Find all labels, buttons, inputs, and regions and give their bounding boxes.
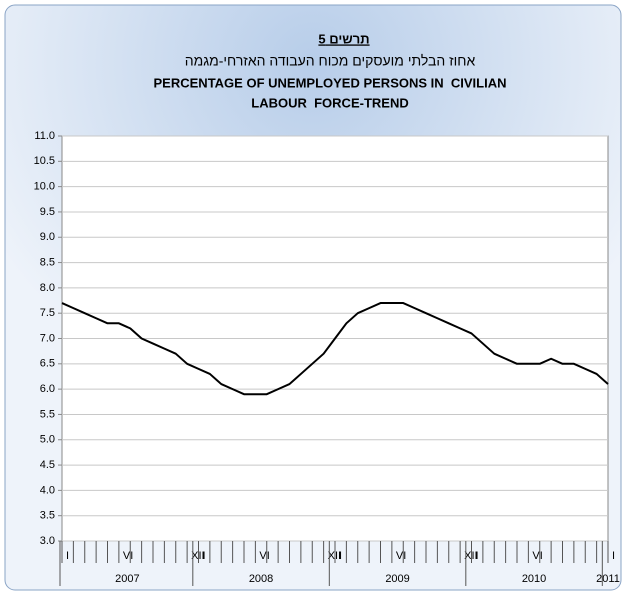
x-tick-label: I <box>66 550 69 562</box>
line <box>61 302 609 396</box>
chart-title: PERCENTAGE OF UNEMPLOYED PERSONS IN CIVI… <box>154 75 507 90</box>
y-tick-label: 8.0 <box>40 282 55 294</box>
y-tick-label: 9.0 <box>40 231 55 243</box>
year-label: 2008 <box>249 573 273 585</box>
y-tick-label: 11.0 <box>34 130 55 142</box>
x-tick-label: XII <box>464 550 477 562</box>
y-tick-label: 10.5 <box>34 155 55 167</box>
chart-label: תרשים 5 <box>318 31 369 46</box>
year-label: 2011 <box>596 573 620 585</box>
y-tick-label: 3.5 <box>40 510 55 522</box>
y-tick-label: 5.5 <box>40 408 55 420</box>
x-tick-label: I <box>203 550 206 562</box>
y-tick-label: 9.5 <box>40 206 55 218</box>
x-tick-label: VI <box>259 550 269 562</box>
y-tick-label: 6.5 <box>40 358 55 370</box>
y-tick-label: 8.5 <box>40 256 55 268</box>
y-tick-label: 4.5 <box>40 459 55 471</box>
x-tick-label: XII <box>191 550 204 562</box>
year-label: 2007 <box>115 573 139 585</box>
x-tick-label: XII <box>328 550 341 562</box>
y-tick-label: 3.0 <box>40 535 55 547</box>
x-tick-label: I <box>339 550 342 562</box>
y-tick-label: 6.0 <box>40 383 55 395</box>
x-tick-label: VI <box>532 550 542 562</box>
y-tick-label: 7.0 <box>40 332 55 344</box>
x-tick-label: I <box>612 550 615 562</box>
year-label: 2010 <box>522 573 546 585</box>
chart-title: LABOUR FORCE-TREND <box>251 95 408 110</box>
x-tick-label: VI <box>396 550 406 562</box>
y-tick-label: 4.0 <box>40 484 55 496</box>
x-tick-label: I <box>476 550 479 562</box>
year-label: 2009 <box>385 573 409 585</box>
y-tick-label: 5.0 <box>40 434 55 446</box>
x-tick-label: VI <box>123 550 133 562</box>
hebrew-title: אחוז הבלתי מועסקים מכוח העבודה האזרחי-מג… <box>185 53 476 69</box>
y-tick-label: 10.0 <box>34 181 55 193</box>
y-tick-label: 7.5 <box>40 307 55 319</box>
